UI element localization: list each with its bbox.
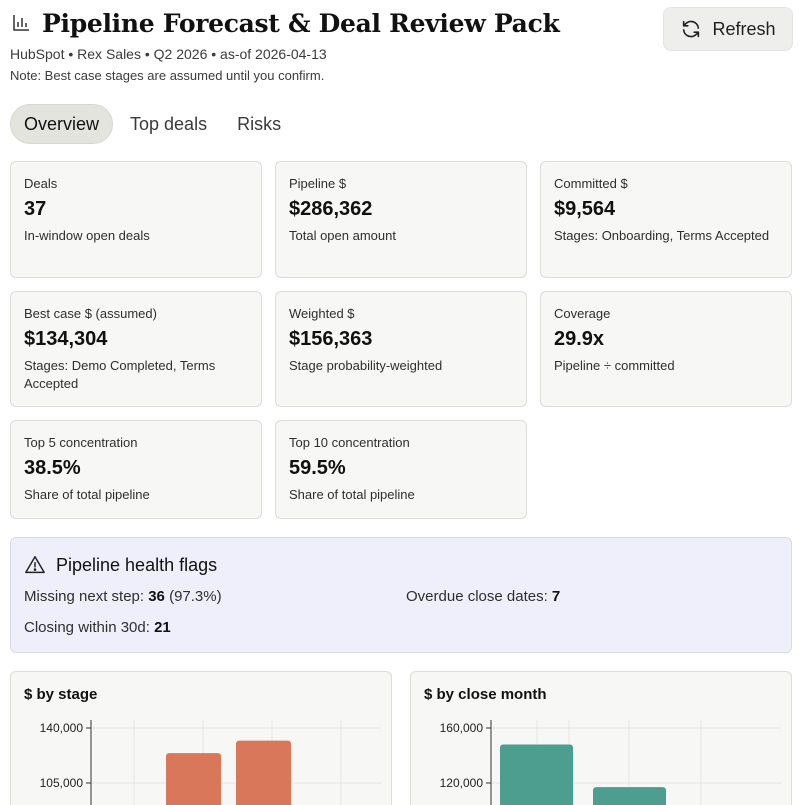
refresh-label: Refresh [712,18,776,39]
flag-label: Closing within 30d: [24,619,155,636]
kpi-card-pipeline: Pipeline $ $286,362 Total open amount [275,161,527,278]
page-note: Note: Best case stages are assumed until… [10,68,325,83]
flag-missing-next-step: Missing next step: 36 (97.3%) [24,588,222,605]
y-tick-label: 140,000 [40,721,84,735]
tab-top-deals[interactable]: Top deals [130,113,208,134]
refresh-icon [680,18,702,40]
chart-by-close-month: 160,000 120,000 [440,720,781,805]
kpi-value: $9,564 [554,198,616,220]
warning-icon [24,554,46,576]
kpi-label: Committed $ [554,176,628,191]
kpi-label: Best case $ (assumed) [24,306,157,321]
chart-bar [500,744,573,805]
y-tick-label: 160,000 [440,721,484,735]
kpi-label: Pipeline $ [289,176,347,191]
kpi-value: 38.5% [24,457,81,479]
chart-card-by-close-month: $ by close month 160,000 120,000 [410,671,792,805]
page-title: Pipeline Forecast & Deal Review Pack [42,8,560,38]
health-flags-title-text: Pipeline health flags [56,554,218,575]
chart-bar [593,787,666,805]
kpi-desc: Total open amount [289,228,396,243]
kpi-card-best-case: Best case $ (assumed) $134,304 Stages: D… [10,291,262,407]
y-tick-label: 120,000 [440,776,484,790]
tab-overview[interactable]: Overview [10,104,114,144]
kpi-value: 59.5% [289,457,346,479]
health-flags-title: Pipeline health flags [24,554,217,576]
kpi-label: Top 10 concentration [289,435,410,450]
page-subtitle: HubSpot • Rex Sales • Q2 2026 • as-of 20… [10,46,327,62]
chart-bar [166,753,221,805]
chart-bar [236,740,291,805]
kpi-desc: Pipeline ÷ committed [554,358,675,373]
tab-bar: Overview Top deals Risks [10,104,298,144]
kpi-desc: Stages: Onboarding, Terms Accepted [554,228,770,243]
flag-value: 21 [154,619,171,636]
kpi-card-committed: Committed $ $9,564 Stages: Onboarding, T… [540,161,792,278]
kpi-card-deals: Deals 37 In-window open deals [10,161,262,278]
page-header: Pipeline Forecast & Deal Review Pack Hub… [10,8,793,92]
flag-label: Overdue close dates: [406,588,552,605]
bar-chart-icon [10,12,32,34]
flag-label: Missing next step: [24,588,149,605]
y-tick-label: 105,000 [40,776,84,790]
kpi-card-top10: Top 10 concentration 59.5% Share of tota… [275,420,527,519]
kpi-label: Deals [24,176,58,191]
pipeline-health-flags: Pipeline health flags Missing next step:… [10,537,792,653]
chart-title: $ by stage [24,686,98,703]
refresh-button[interactable]: Refresh [663,7,793,51]
kpi-desc: Share of total pipeline [289,487,415,502]
kpi-card-coverage: Coverage 29.9x Pipeline ÷ committed [540,291,792,407]
kpi-value: 37 [24,198,47,220]
kpi-desc: Stages: Demo Completed, Terms Accepted [24,358,216,391]
kpi-value: $134,304 [24,328,108,350]
title-row: Pipeline Forecast & Deal Review Pack [10,8,793,38]
flag-value: 7 [551,588,561,605]
kpi-value: $156,363 [289,328,373,350]
kpi-card-top5: Top 5 concentration 38.5% Share of total… [10,420,262,519]
chart-card-by-stage: $ by stage 140,000 105,000 [10,671,392,805]
kpi-desc: Share of total pipeline [24,487,150,502]
tab-risks[interactable]: Risks [237,113,282,134]
flag-overdue-close-dates: Overdue close dates: 7 [406,588,560,605]
flag-value: 36 [148,588,165,605]
flag-closing-within-30d: Closing within 30d: 21 [24,619,171,636]
flag-pct: (97.3%) [164,588,222,605]
kpi-value: 29.9x [554,328,605,350]
kpi-label: Coverage [554,306,611,321]
kpi-card-weighted: Weighted $ $156,363 Stage probability-we… [275,291,527,407]
kpi-label: Top 5 concentration [24,435,138,450]
kpi-value: $286,362 [289,198,373,220]
chart-by-stage: 140,000 105,000 [40,720,381,805]
kpi-desc: In-window open deals [24,228,150,243]
chart-title: $ by close month [424,686,547,703]
kpi-label: Weighted $ [289,306,355,321]
kpi-desc: Stage probability-weighted [289,358,443,373]
